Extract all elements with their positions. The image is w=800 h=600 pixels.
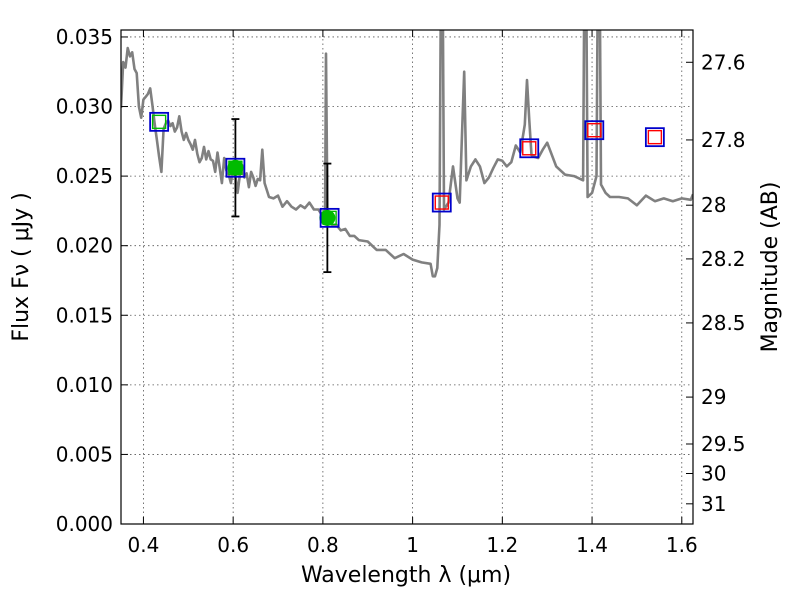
y-tick-label: 0.020 — [56, 234, 113, 258]
model-inner-square — [228, 160, 243, 175]
model-square — [431, 192, 452, 213]
right-tick-label: 27.6 — [701, 50, 746, 74]
observed-point — [227, 159, 244, 176]
y-tick-label: 0.010 — [56, 373, 113, 397]
right-tick-label: 31 — [701, 492, 726, 516]
error-bars — [231, 118, 332, 274]
model-square — [519, 138, 540, 159]
axes-frame — [120, 29, 694, 525]
y-tick-label: 0.005 — [56, 442, 113, 466]
model-square — [149, 111, 170, 132]
y-tick-label: 0.015 — [56, 303, 113, 327]
axis-ticks: 0.4 0.6 0.8 1 1.2 1.4 1.6 0.000 0.005 0.010 0.015 0… — [56, 25, 746, 557]
model-inner-square — [322, 210, 337, 226]
x-tick-label: 1.6 — [666, 533, 698, 557]
grid — [121, 30, 693, 525]
x-axis-label: Wavelength λ (μm) — [301, 563, 511, 588]
model-inner-square — [434, 195, 449, 210]
y-tick-label: 0.000 — [56, 512, 113, 536]
model-square — [225, 157, 246, 178]
x-tick-label: 0.4 — [128, 533, 160, 557]
spectrum-path — [121, 30, 693, 278]
right-tick-label: 29.5 — [701, 432, 746, 456]
x-tick-label: 0.8 — [307, 533, 339, 557]
right-axis-label: Magnitude (AB) — [758, 182, 783, 353]
model-inner-square — [647, 129, 663, 145]
right-tick-label: 27.8 — [701, 128, 746, 152]
model-square — [319, 207, 340, 228]
y-tick-label: 0.025 — [56, 164, 113, 188]
right-tick-label: 29 — [701, 385, 726, 409]
right-tick-label: 28 — [701, 193, 726, 217]
model-inner-square — [522, 141, 537, 156]
model-square — [584, 120, 605, 141]
y-tick-label: 0.035 — [56, 25, 113, 49]
y-axis-label: Flux Fν ( μJy ) — [9, 192, 34, 341]
y-tick-label: 0.030 — [56, 95, 113, 119]
model-inner-square — [151, 114, 167, 130]
right-tick-label: 28.2 — [701, 247, 746, 271]
x-tick-label: 0.6 — [217, 533, 249, 557]
spectrum-line — [121, 30, 693, 278]
x-tick-label: 1.4 — [576, 533, 608, 557]
x-tick-label: 1.2 — [486, 533, 518, 557]
observed-point — [319, 209, 336, 226]
right-tick-label: 28.5 — [701, 311, 746, 335]
plot-frame — [120, 29, 694, 525]
x-tick-label: 1 — [406, 533, 419, 557]
right-tick-label: 30 — [701, 461, 726, 485]
model-square — [644, 127, 665, 148]
model-inner-square — [587, 122, 602, 138]
data-points — [149, 111, 665, 228]
